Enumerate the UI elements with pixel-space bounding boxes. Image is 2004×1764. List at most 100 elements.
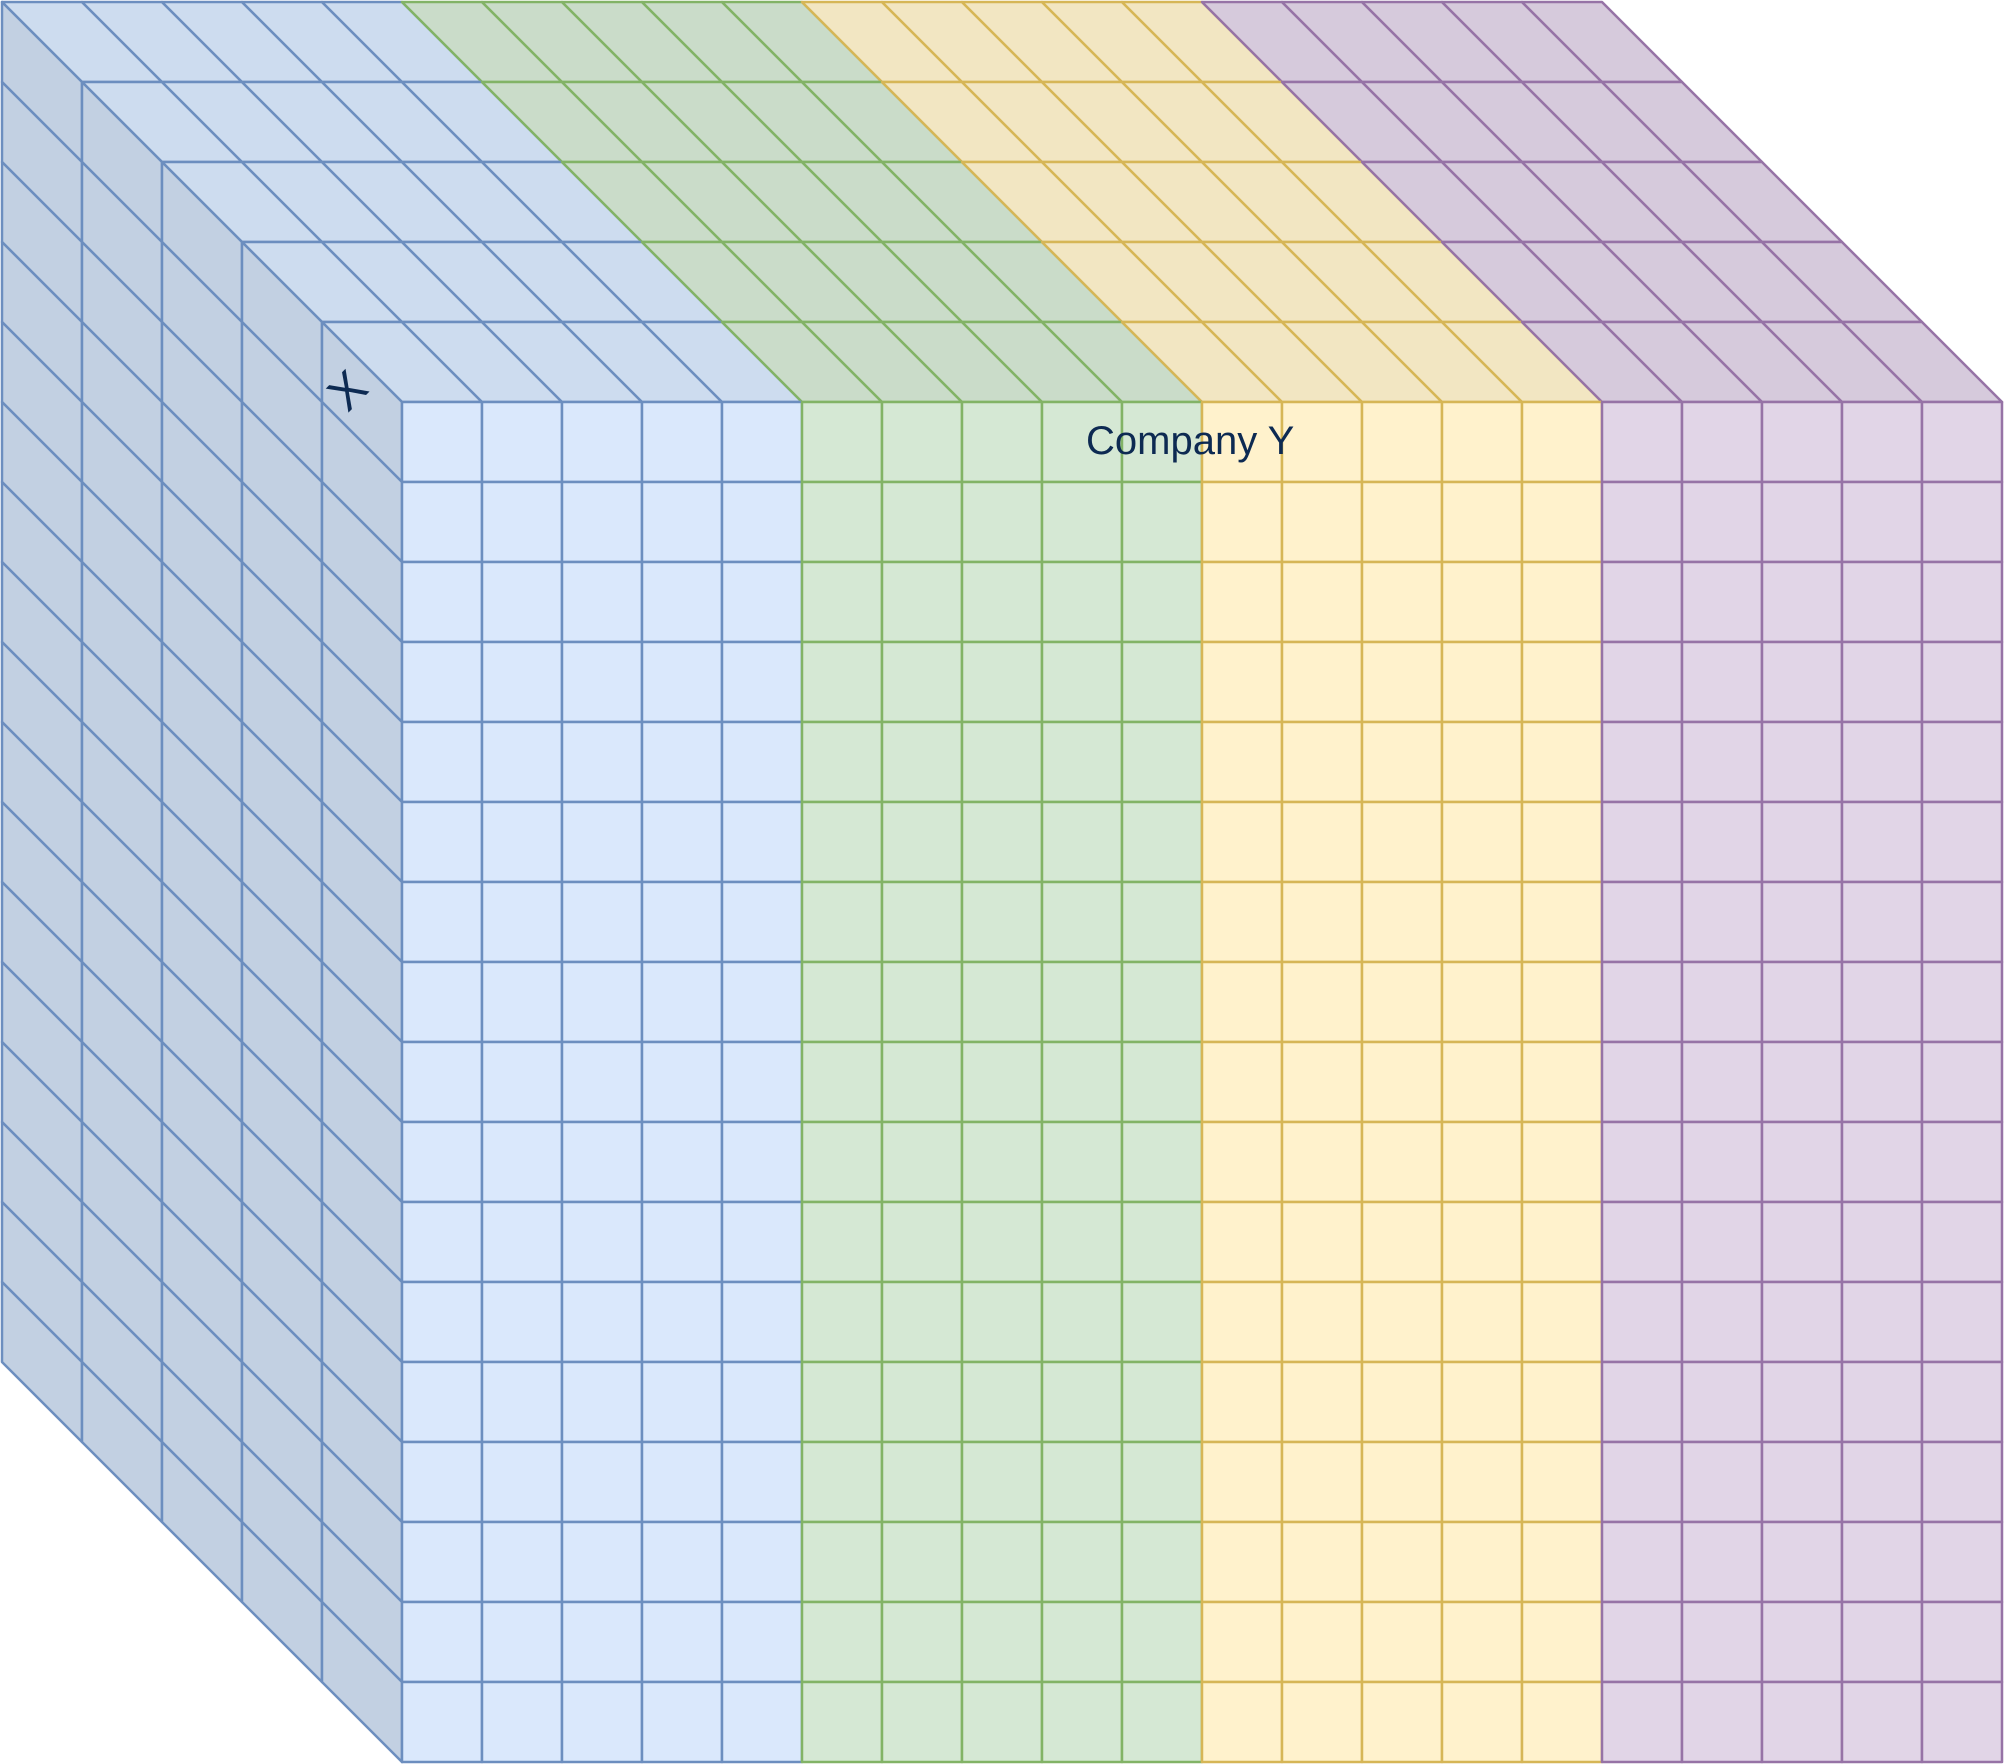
front-cell (400, 1680, 484, 1764)
front-cell (960, 1520, 1044, 1604)
front-cell (1440, 1680, 1524, 1764)
front-cell (480, 1040, 564, 1124)
front-cell (800, 640, 884, 724)
front-cell (560, 1040, 644, 1124)
front-cell (1680, 1360, 1764, 1444)
front-cell (1600, 560, 1684, 644)
front-cell (1600, 400, 1684, 484)
front-cell (560, 1680, 644, 1764)
front-cell (1120, 640, 1204, 724)
front-cell (1840, 1440, 1924, 1524)
front-cell (640, 1200, 724, 1284)
front-cell (1040, 880, 1124, 964)
front-cell (480, 400, 564, 484)
front-cell (1200, 560, 1284, 644)
front-cell (480, 1440, 564, 1524)
front-cell (1760, 1440, 1844, 1524)
front-cell (480, 1520, 564, 1604)
front-cell (1600, 720, 1684, 804)
front-cell (1520, 1200, 1604, 1284)
front-cell (720, 1200, 804, 1284)
front-cell (1840, 1360, 1924, 1444)
front-cell (880, 640, 964, 724)
front-cell (1520, 800, 1604, 884)
front-cell (720, 1680, 804, 1764)
front-cell (1840, 1200, 1924, 1284)
front-cell (1440, 720, 1524, 804)
front-cell (1040, 1520, 1124, 1604)
front-cell (640, 1520, 724, 1604)
front-cell (1920, 1200, 2004, 1284)
front-cell (1040, 1040, 1124, 1124)
front-cell (1360, 1120, 1444, 1204)
front-cell (480, 720, 564, 804)
front-cell (1200, 480, 1284, 564)
front-cell (1360, 880, 1444, 964)
front-cell (1440, 1280, 1524, 1364)
front-cell (1040, 1200, 1124, 1284)
front-cell (1840, 640, 1924, 724)
front-cell (1840, 1600, 1924, 1684)
front-cell (1520, 720, 1604, 804)
front-cell (720, 1120, 804, 1204)
front-cell (1280, 960, 1364, 1044)
front-cell (1600, 640, 1684, 724)
front-cell (1920, 1520, 2004, 1604)
front-cell (1360, 1360, 1444, 1444)
front-cell (1840, 1280, 1924, 1364)
cube-left-face (0, 0, 404, 1764)
front-cell (1280, 1600, 1364, 1684)
front-cell (720, 960, 804, 1044)
front-cell (1360, 720, 1444, 804)
front-cell (960, 1280, 1044, 1364)
front-cell (720, 400, 804, 484)
front-cell (1360, 800, 1444, 884)
front-cell (960, 640, 1044, 724)
front-cell (1280, 1120, 1364, 1204)
front-cell (1840, 480, 1924, 564)
front-cell (1360, 1600, 1444, 1684)
front-cell (960, 800, 1044, 884)
front-cell (1280, 880, 1364, 964)
front-cell (1360, 480, 1444, 564)
front-cell (880, 480, 964, 564)
front-cell (1280, 640, 1364, 724)
front-cell (880, 1200, 964, 1284)
front-cell (640, 640, 724, 724)
front-cell (1600, 1280, 1684, 1364)
front-cell (640, 1280, 724, 1364)
front-cell (1840, 400, 1924, 484)
front-cell (560, 560, 644, 644)
front-cell (560, 640, 644, 724)
front-cell (1680, 960, 1764, 1044)
front-cell (1760, 880, 1844, 964)
front-cell (1680, 1200, 1764, 1284)
front-cell (1200, 1360, 1284, 1444)
front-cell (1360, 1680, 1444, 1764)
front-cell (1520, 1680, 1604, 1764)
front-cell (720, 1520, 804, 1604)
front-cell (1440, 1600, 1524, 1684)
front-cell (800, 1040, 884, 1124)
company-y-label: Company Y (1086, 419, 1294, 463)
front-cell (1280, 1040, 1364, 1124)
front-cell (1760, 1680, 1844, 1764)
front-cell (1920, 560, 2004, 644)
front-cell (800, 960, 884, 1044)
front-cell (880, 1120, 964, 1204)
front-cell (560, 400, 644, 484)
front-cell (1040, 800, 1124, 884)
front-cell (1440, 1200, 1524, 1284)
front-cell (960, 960, 1044, 1044)
front-cell (800, 560, 884, 644)
front-cell (1360, 1280, 1444, 1364)
front-cell (640, 1680, 724, 1764)
front-cell (960, 400, 1044, 484)
front-cell (1360, 560, 1444, 644)
front-cell (400, 400, 484, 484)
front-cell (960, 1680, 1044, 1764)
front-cell (1680, 1280, 1764, 1364)
front-cell (1360, 1440, 1444, 1524)
front-cell (1760, 1040, 1844, 1124)
front-cell (960, 1600, 1044, 1684)
